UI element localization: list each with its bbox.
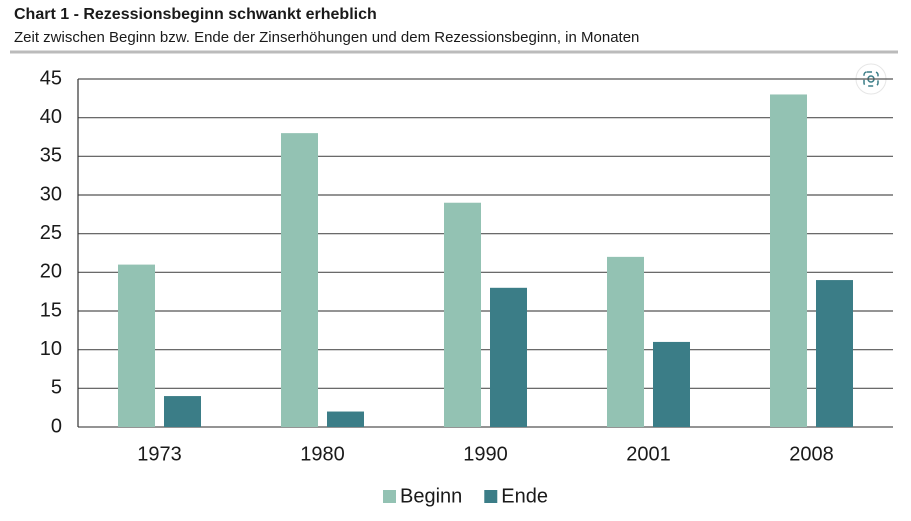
x-tick-label: 1990 [463, 443, 508, 465]
y-tick-label: 30 [40, 183, 62, 205]
y-tick-label: 20 [40, 261, 62, 283]
bar [281, 133, 318, 427]
bar [653, 341, 690, 427]
y-tick-label: 10 [40, 338, 62, 360]
y-tick-label: 45 [40, 67, 62, 89]
bar [770, 94, 807, 427]
x-tick-label: 1973 [137, 443, 182, 465]
y-tick-label: 5 [51, 377, 62, 399]
x-tick-label: 2001 [626, 443, 671, 465]
legend-label: Beginn [400, 485, 462, 507]
y-tick-label: 15 [40, 299, 62, 321]
bar [490, 287, 527, 427]
bar [164, 396, 201, 427]
y-tick-label: 25 [40, 222, 62, 244]
bar [327, 411, 364, 427]
y-tick-label: 40 [40, 106, 62, 128]
legend-label: Ende [501, 485, 548, 507]
y-tick-label: 0 [51, 415, 62, 437]
legend-swatch [383, 490, 396, 503]
chart-subtitle: Zeit zwischen Beginn bzw. Ende der Zinse… [14, 29, 639, 46]
x-tick-label: 2008 [789, 443, 834, 465]
y-tick-label: 35 [40, 145, 62, 167]
bar [444, 202, 481, 427]
bar [118, 264, 155, 427]
x-tick-label: 1980 [300, 443, 345, 465]
bar [816, 280, 853, 427]
legend-swatch [484, 490, 498, 503]
bar [607, 256, 644, 427]
chart-title: Chart 1 - Rezessionsbeginn schwankt erhe… [14, 6, 377, 23]
